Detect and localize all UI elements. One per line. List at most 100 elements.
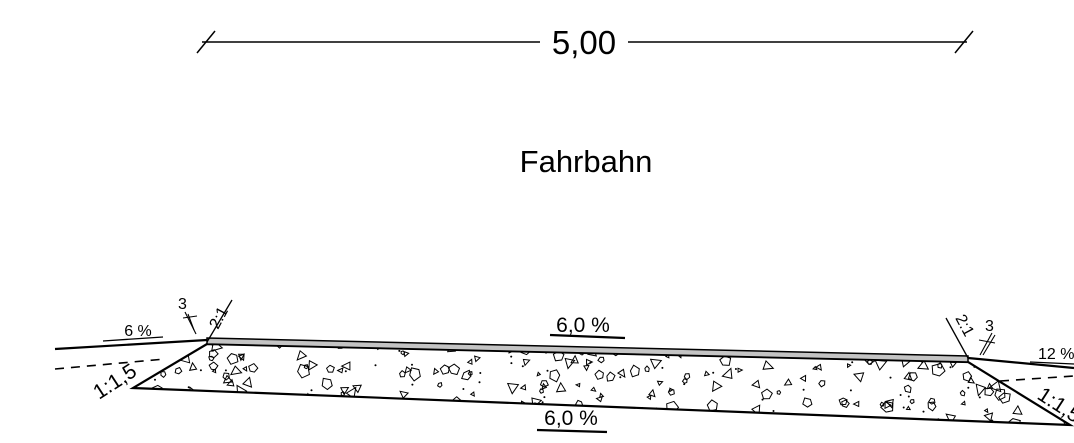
aggregate-stone bbox=[444, 415, 454, 425]
aggregate-stone bbox=[815, 363, 822, 372]
aggregate-stone bbox=[646, 394, 652, 401]
aggregate-dot bbox=[187, 386, 190, 389]
aggregate-dot bbox=[922, 410, 925, 413]
aggregate-stone bbox=[683, 373, 691, 381]
aggregate-stone bbox=[315, 416, 326, 425]
aggregate-dot bbox=[907, 395, 910, 398]
aggregate-stone bbox=[378, 402, 393, 414]
aggregate-dot bbox=[154, 378, 156, 381]
aggregate-stone bbox=[404, 366, 413, 374]
aggregate-dot bbox=[543, 396, 546, 399]
aggregate-stone bbox=[522, 358, 531, 367]
aggregate-stone bbox=[984, 387, 995, 397]
aggregate-stone bbox=[439, 364, 450, 375]
aggregate-stone bbox=[146, 367, 152, 373]
aggregate-dot bbox=[307, 416, 309, 419]
aggregate-stone bbox=[142, 407, 156, 421]
aggregate-stone bbox=[539, 388, 544, 394]
aggregate-dot bbox=[478, 381, 481, 384]
aggregate-stone bbox=[751, 379, 761, 389]
aggregate-stone bbox=[519, 383, 527, 391]
aggregate-stone bbox=[988, 380, 1002, 393]
width-dimension: 5,00 bbox=[196, 24, 974, 61]
aggregate-stone bbox=[308, 359, 319, 371]
aggregate-stone bbox=[1006, 418, 1021, 425]
aggregate-stone bbox=[462, 402, 473, 414]
aggregate-stone bbox=[498, 409, 510, 422]
aggregate-stone bbox=[983, 407, 989, 414]
aggregate-stone bbox=[841, 399, 850, 409]
aggregate-dot bbox=[411, 383, 414, 386]
aggregate-stone bbox=[874, 344, 884, 347]
aggregate-dot bbox=[344, 370, 347, 373]
aggregate-stone bbox=[486, 417, 495, 424]
aggregate-stone bbox=[599, 392, 605, 398]
aggregate-stone bbox=[195, 402, 207, 413]
aggregate-dot bbox=[802, 388, 805, 391]
aggregate-stone bbox=[960, 400, 966, 406]
aggregate-dot bbox=[136, 414, 139, 417]
aggregate-stone bbox=[706, 399, 718, 412]
aggregate-dot bbox=[411, 363, 413, 366]
aggregate-stone bbox=[285, 408, 295, 419]
aggregate-stone bbox=[884, 400, 893, 410]
aggregate-stone bbox=[237, 415, 250, 425]
right-shoulder-label: 12 % bbox=[1038, 346, 1074, 363]
aggregate-stone bbox=[399, 370, 406, 378]
aggregate-stone bbox=[1017, 380, 1028, 389]
top-gradient-arrow bbox=[549, 333, 626, 340]
aggregate-dot bbox=[949, 366, 952, 369]
aggregate-stone bbox=[585, 358, 594, 366]
aggregate-stone bbox=[761, 388, 773, 400]
aggregate-stone bbox=[721, 367, 733, 380]
left-dashed-ground bbox=[54, 358, 166, 370]
aggregate-dot bbox=[524, 410, 527, 413]
left-shoulder-underline bbox=[102, 336, 164, 342]
aggregate-stone bbox=[802, 397, 813, 408]
aggregate-stone bbox=[1009, 344, 1019, 345]
aggregate-stone bbox=[435, 416, 441, 424]
aggregate-stone bbox=[583, 364, 590, 372]
dimension-tick-right bbox=[954, 30, 974, 54]
aggregate-stone bbox=[656, 380, 664, 387]
aggregate-stone bbox=[852, 400, 860, 408]
aggregate-stone bbox=[998, 392, 1011, 404]
aggregate-stone bbox=[433, 367, 440, 376]
aggregate-stone bbox=[905, 405, 912, 411]
left-edge-ratio-label: 2:1 bbox=[207, 304, 232, 332]
aggregate-dot bbox=[899, 394, 902, 396]
right-edge-line bbox=[945, 317, 969, 359]
aggregate-stone bbox=[145, 351, 154, 360]
aggregate-stone bbox=[838, 397, 848, 406]
aggregate-stone bbox=[783, 378, 793, 386]
aggregate-stone bbox=[1029, 352, 1039, 361]
aggregate-stone bbox=[681, 378, 688, 384]
aggregate-stone bbox=[590, 386, 597, 392]
aggregate-stone bbox=[930, 344, 936, 346]
aggregate-stone bbox=[909, 399, 915, 405]
aggregate-stone bbox=[447, 363, 461, 376]
aggregate-stone bbox=[652, 344, 667, 346]
left-embankment-label: 1:1,5 bbox=[89, 359, 141, 404]
left-thickness-mark-1 bbox=[184, 311, 197, 335]
aggregate-stone bbox=[623, 409, 630, 415]
aggregate-stone bbox=[983, 412, 994, 422]
aggregate-stone bbox=[466, 358, 473, 365]
aggregate-stone bbox=[968, 344, 975, 347]
aggregate-stone bbox=[536, 371, 542, 377]
aggregate-stone bbox=[409, 367, 421, 382]
aggregate-stone bbox=[296, 349, 308, 361]
aggregate-stone bbox=[776, 390, 782, 395]
aggregate-stone bbox=[597, 356, 605, 364]
aggregate-stone bbox=[381, 404, 394, 417]
aggregate-stone bbox=[669, 387, 674, 393]
aggregate-dot bbox=[902, 406, 905, 409]
aggregate-stone bbox=[340, 386, 350, 396]
aggregate-stone bbox=[818, 380, 826, 388]
aggregate-stone bbox=[399, 390, 410, 399]
aggregate-stone bbox=[392, 411, 403, 422]
top-gradient: 6,0 % bbox=[549, 314, 626, 340]
aggregate-stone bbox=[226, 420, 238, 425]
aggregate-stone bbox=[751, 404, 761, 417]
